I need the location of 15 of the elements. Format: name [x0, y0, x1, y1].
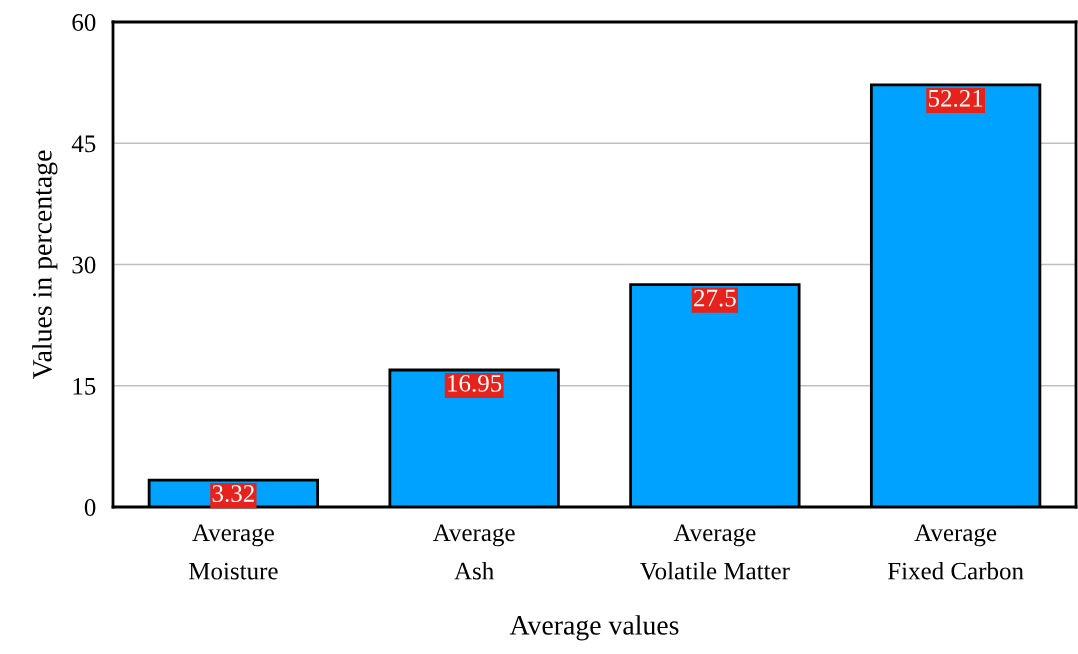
x-tick-label: Average Ash: [432, 524, 515, 580]
x-tick-label: Average Moisture: [188, 524, 278, 580]
data-label: 16.95: [448, 374, 502, 392]
data-label: 3.32: [212, 485, 254, 503]
y-tick-label: 45: [71, 135, 96, 153]
data-label: 27.5: [694, 289, 736, 307]
y-tick-label: 15: [73, 377, 96, 395]
y-tick-label: 30: [72, 256, 96, 274]
y-axis-title: Values in percentage: [32, 150, 58, 380]
x-tick-label: Average Volatile Matter: [640, 524, 790, 580]
x-axis-title: Average values: [509, 615, 679, 641]
data-label: 52.21: [928, 89, 983, 107]
y-tick-label: 0: [84, 499, 96, 516]
y-tick-label: 60: [72, 14, 96, 31]
x-tick-label: Average Fixed Carbon: [887, 524, 1024, 580]
